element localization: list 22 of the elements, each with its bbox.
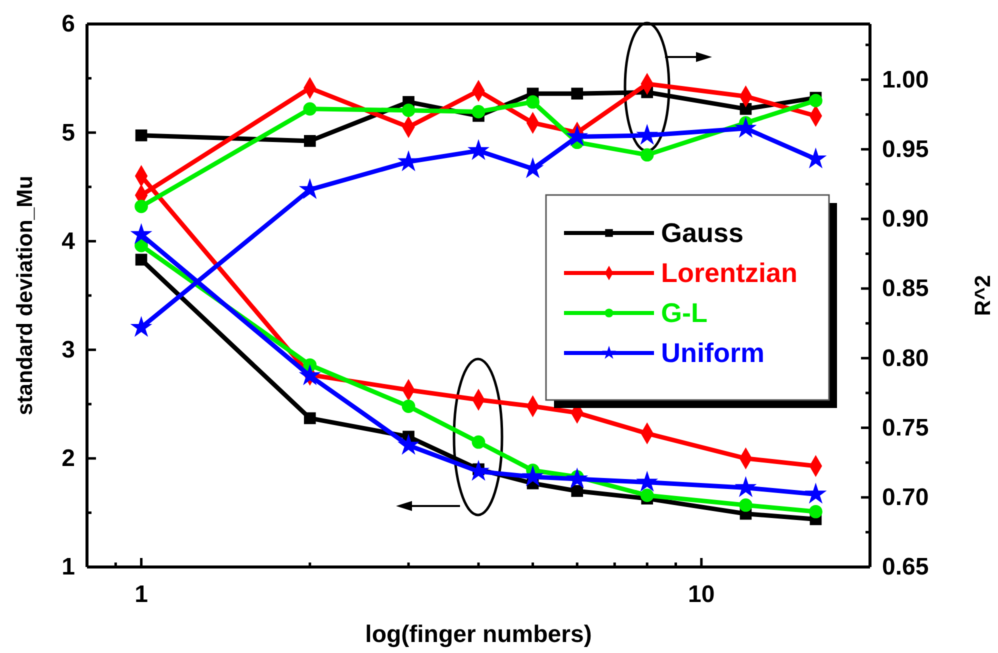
y2-tick-label: 0.70 bbox=[882, 484, 929, 512]
x-axis-title: log(finger numbers) bbox=[365, 621, 592, 648]
x-tick-label: 10 bbox=[688, 581, 715, 608]
y2-tick-label: 0.75 bbox=[882, 414, 929, 442]
y2-tick-label: 0.65 bbox=[882, 554, 929, 581]
y-tick-label: 4 bbox=[62, 228, 76, 255]
y-tick-label: 3 bbox=[62, 336, 75, 364]
legend-label: G-L bbox=[661, 298, 708, 328]
legend-label: Gauss bbox=[661, 218, 744, 248]
y-tick-label: 5 bbox=[62, 119, 75, 146]
y2-axis-title: R^2 bbox=[970, 275, 995, 316]
y-axis-title: standard deviation_Mu bbox=[12, 176, 37, 416]
y2-tick-label: 0.90 bbox=[882, 206, 929, 233]
legend-label: Lorentzian bbox=[661, 258, 798, 288]
y-tick-label: 2 bbox=[62, 445, 75, 472]
y-tick-label: 1 bbox=[62, 554, 75, 581]
y2-tick-label: 1.00 bbox=[882, 66, 929, 94]
y2-tick-label: 0.80 bbox=[882, 344, 929, 372]
y-tick-label: 6 bbox=[62, 10, 75, 38]
y2-tick-label: 0.85 bbox=[882, 275, 929, 302]
legend-label: Uniform bbox=[661, 338, 764, 368]
y2-tick-label: 0.95 bbox=[882, 136, 929, 163]
